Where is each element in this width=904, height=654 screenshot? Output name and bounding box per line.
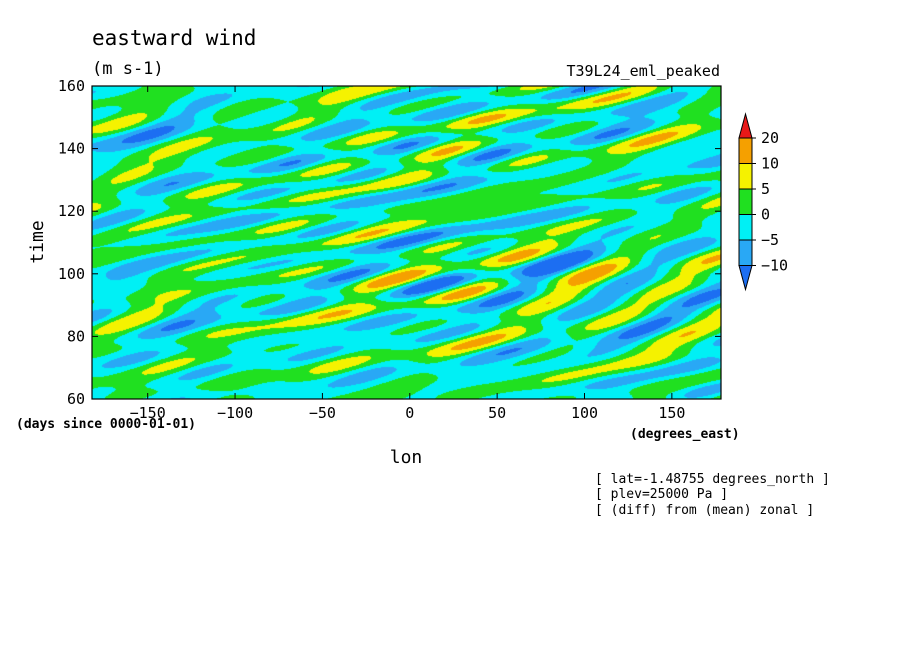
x-tick-label: 100	[571, 404, 598, 422]
y-axis-label: time	[27, 220, 48, 263]
x-tick-label: 0	[405, 404, 414, 422]
colorbar-label: −5	[761, 231, 779, 249]
y-tick-label: 100	[58, 265, 85, 283]
note-pressure-level: [ plev=25000 Pa ]	[595, 487, 728, 502]
plot-frame	[91, 85, 722, 400]
colorbar-label: 10	[761, 155, 779, 173]
colorbar-label: 5	[761, 180, 770, 198]
x-tick-label: −150	[130, 404, 166, 422]
colorbar-label: 0	[761, 206, 770, 224]
x-tick-label: 50	[488, 404, 506, 422]
colorbar-segment	[738, 214, 753, 241]
x-tick-label: −100	[217, 404, 253, 422]
y-tick-label: 140	[58, 140, 85, 158]
y-axis: 60 80 100 120 140 160	[58, 77, 721, 408]
colorbar: 20 10 5 0 −5 −10	[738, 112, 788, 292]
chart-title: eastward wind	[92, 26, 256, 50]
wind-field	[92, 86, 721, 399]
colorbar-segment	[738, 188, 753, 215]
y-tick-label: 80	[67, 327, 85, 345]
colorbar-segment	[738, 239, 753, 266]
y-axis-units: (days since 0000-01-01)	[16, 417, 196, 432]
colorbar-label: 20	[761, 129, 779, 147]
note-zonal-anomaly: [ (diff) from (mean) zonal ]	[595, 503, 814, 518]
y-tick-label: 60	[67, 390, 85, 408]
y-tick-label: 120	[58, 202, 85, 220]
colorbar-over-triangle	[738, 112, 753, 139]
colorbar-under-triangle	[738, 265, 753, 292]
colorbar-segment	[738, 163, 753, 190]
chart-units: (m s-1)	[92, 59, 164, 79]
x-axis: −150 −100 −50 0 50 100 150	[130, 86, 685, 422]
note-latitude: [ lat=-1.48755 degrees_north ]	[595, 472, 830, 487]
x-axis-units: (degrees_east)	[630, 427, 740, 442]
x-tick-label: 150	[658, 404, 685, 422]
wind-field-shading	[92, 86, 721, 399]
x-axis-label: lon	[390, 447, 423, 468]
y-tick-label: 160	[58, 77, 85, 95]
run-label: T39L24_eml_peaked	[566, 62, 720, 80]
colorbar-label: −10	[761, 257, 788, 275]
colorbar-segment	[738, 137, 753, 164]
x-tick-label: −50	[309, 404, 336, 422]
